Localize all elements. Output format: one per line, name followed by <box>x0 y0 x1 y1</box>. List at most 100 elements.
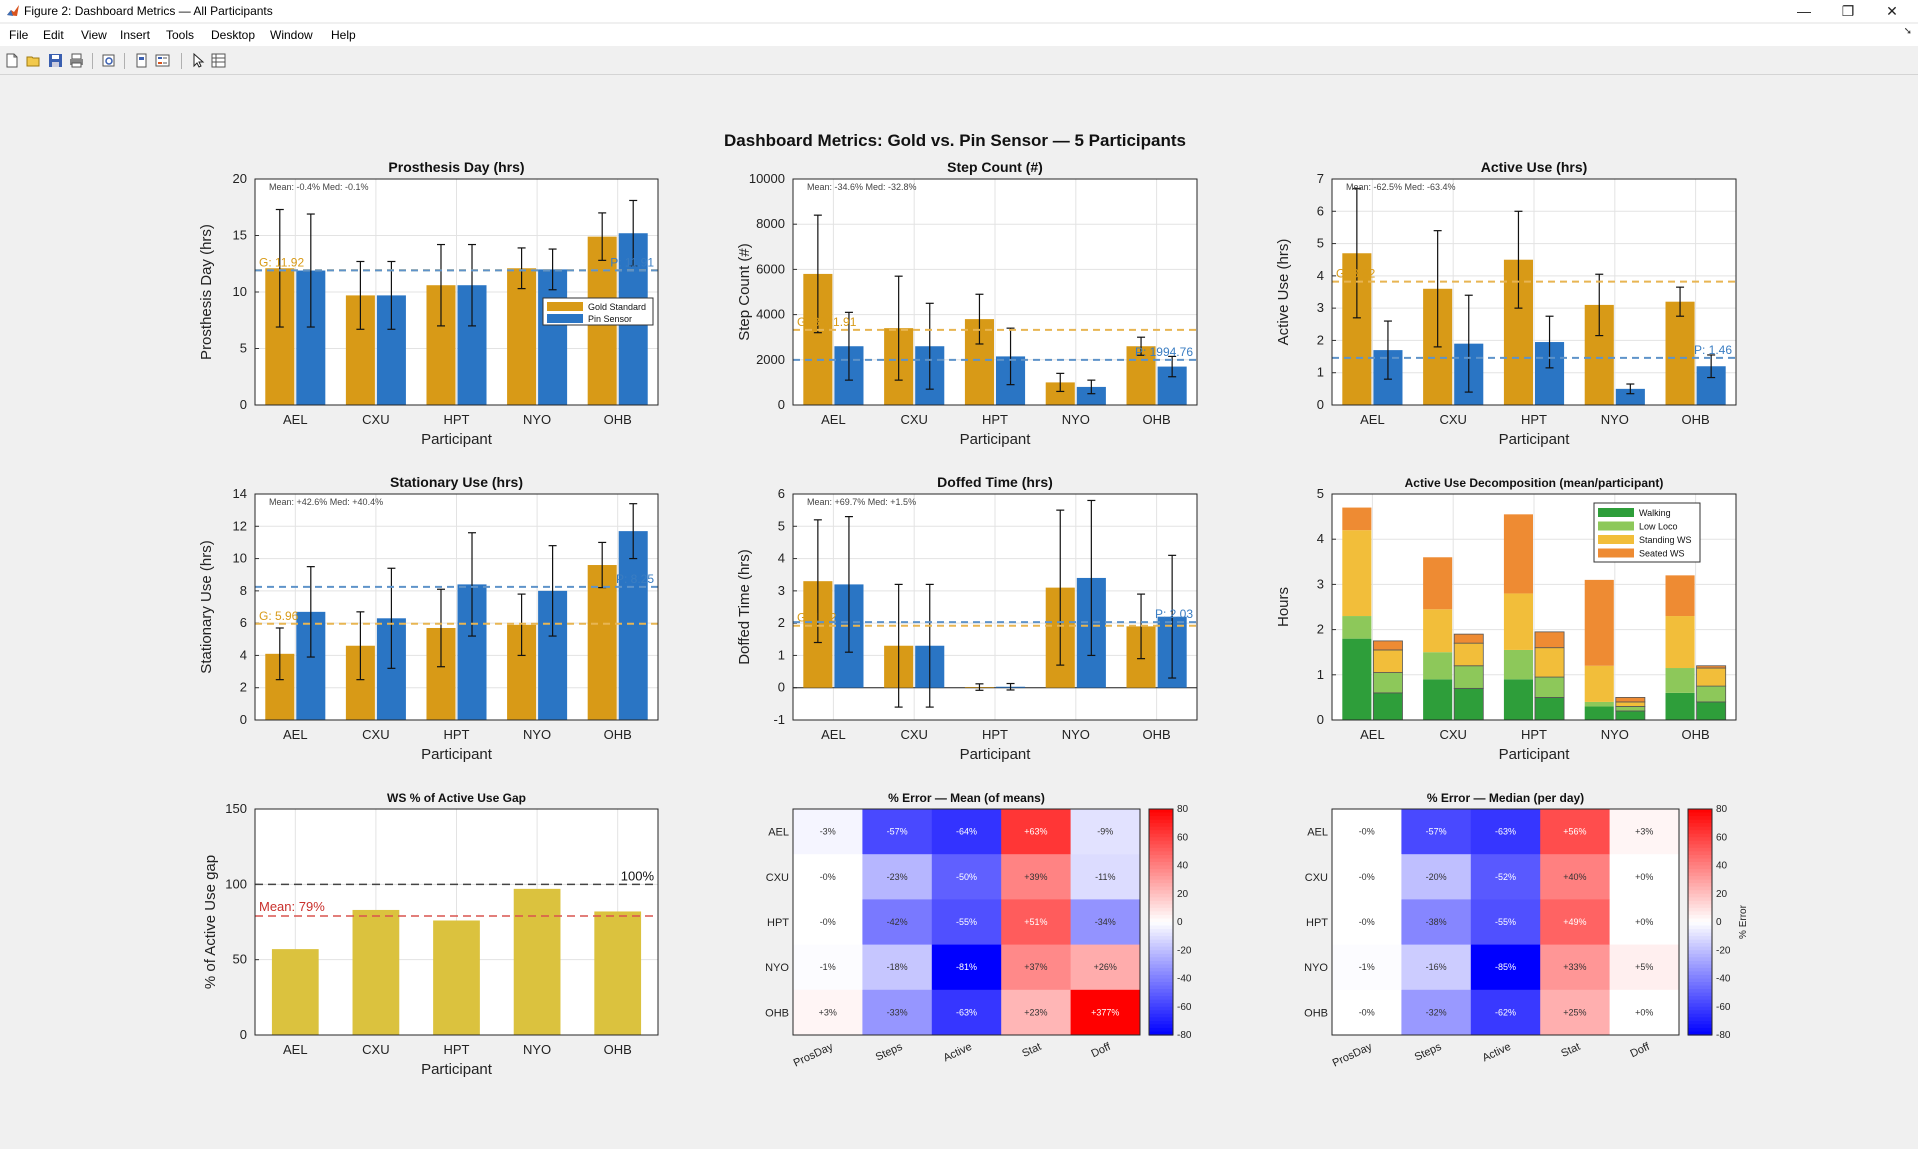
property-inspector-icon[interactable] <box>210 52 227 69</box>
y-tick-label: 6 <box>240 615 247 630</box>
stack-segment-pin <box>1534 676 1565 698</box>
figure-toolbar <box>0 48 1918 75</box>
colorbar-step <box>1688 950 1712 955</box>
x-tick-label: AEL <box>821 412 846 427</box>
stack-segment-pin <box>1534 631 1565 649</box>
ref-label-pin: P: 8.25 <box>616 572 654 586</box>
axes-box <box>1331 493 1737 721</box>
cell-label: -57% <box>1426 827 1447 837</box>
col-label: Doff <box>1089 1040 1113 1060</box>
colorbar-step <box>1149 978 1173 983</box>
cell-label: -38% <box>1426 917 1447 927</box>
stack-segment-gold <box>1423 609 1453 653</box>
print-preview-icon[interactable] <box>100 52 117 69</box>
colorbar-step <box>1149 833 1173 838</box>
x-tick-label: AEL <box>283 727 308 742</box>
axes-box <box>254 178 659 406</box>
menu-desktop[interactable]: Desktop <box>211 28 256 42</box>
menu-edit[interactable]: Edit <box>43 28 64 42</box>
bar-gold <box>1126 346 1156 405</box>
bar-ws <box>513 888 561 1035</box>
colorbar-step <box>1688 879 1712 884</box>
stack-segment-gold <box>1665 668 1695 693</box>
heatmap-cell <box>1070 854 1141 900</box>
colorbar-step <box>1149 872 1173 877</box>
pointer-icon[interactable] <box>189 52 206 69</box>
colorbar-step <box>1149 907 1173 913</box>
ref-label-pin: P: 11.91 <box>610 255 654 269</box>
y-tick-label: 2 <box>1317 622 1324 637</box>
menu-tools[interactable]: Tools <box>166 28 195 42</box>
ref-label-gold: G: 3.82 <box>1336 267 1376 281</box>
heatmap-cell <box>793 989 863 1036</box>
stack-segment-gold <box>1584 701 1614 707</box>
col-label: ProsDay <box>1331 1041 1375 1070</box>
new-figure-icon[interactable] <box>4 52 21 69</box>
x-tick-label: CXU <box>1439 727 1466 742</box>
colorbar-step <box>1688 851 1712 856</box>
menu-window[interactable]: Window <box>270 28 313 42</box>
colorbar-tick: 60 <box>1177 832 1189 843</box>
y-tick-label: 4 <box>1317 268 1324 283</box>
chart-0: 0 5 10 15 20 AEL CXU HPT NYO OHB Prosthesis Day (h… <box>198 159 659 448</box>
figure-title: Dashboard Metrics: Gold vs. Pin Sensor —… <box>724 131 1186 150</box>
stack-segment-gold <box>1665 692 1695 720</box>
colorbar-step <box>1688 1020 1712 1026</box>
heatmap-cell <box>1609 899 1680 946</box>
legend-swatch <box>547 314 583 323</box>
colorbar-step <box>1149 812 1173 817</box>
heatmap-cell <box>1609 854 1680 900</box>
link-plot-icon[interactable] <box>133 52 150 69</box>
menu-file[interactable]: File <box>9 28 29 42</box>
colorbar-step <box>1149 900 1173 905</box>
y-tick-label: 4 <box>240 647 247 662</box>
col-label: Active <box>1481 1041 1513 1065</box>
menu-insert[interactable]: Insert <box>120 28 151 42</box>
colorbar-step <box>1149 883 1173 888</box>
heatmap-cell <box>1540 944 1611 991</box>
toolbar-separator <box>181 53 182 69</box>
cell-label: -1% <box>1359 962 1375 972</box>
menu-bar: File Edit View Insert Tools Desktop Wind… <box>0 24 1918 46</box>
y-tick-label: 5 <box>778 518 785 533</box>
x-tick-label: HPT <box>444 1042 470 1057</box>
maximize-button[interactable]: ❐ <box>1841 3 1855 19</box>
menu-help[interactable]: Help <box>331 28 356 42</box>
heatmap-cell <box>1609 989 1680 1036</box>
heatmap-cell <box>1401 899 1472 946</box>
save-icon[interactable] <box>47 52 64 69</box>
colorbar-step <box>1688 932 1712 937</box>
insert-legend-icon[interactable] <box>154 52 171 69</box>
axes-box <box>254 808 659 1036</box>
cell-label: -34% <box>1095 917 1116 927</box>
menu-view[interactable]: View <box>81 28 107 42</box>
x-tick-label: OHB <box>604 1042 632 1057</box>
colorbar-tick: -60 <box>1716 1002 1731 1013</box>
y-tick-label: 2 <box>1317 332 1324 347</box>
dock-arrow-icon[interactable]: ➘ <box>1903 26 1912 37</box>
y-tick-label: 5 <box>1317 486 1324 501</box>
chart-3: 0 2 4 6 8 10 12 14 AEL CXU HPT NYO OHB Stationary Use… <box>198 474 659 763</box>
y-tick-label: 1 <box>778 647 785 662</box>
colorbar-step <box>1149 819 1173 824</box>
close-button[interactable]: ✕ <box>1886 3 1898 19</box>
colorbar-step <box>1149 816 1173 821</box>
cell-label: +63% <box>1024 827 1047 837</box>
bar-pin <box>1615 388 1645 405</box>
cell-label: -55% <box>956 917 977 927</box>
colorbar-step <box>1149 1003 1173 1008</box>
colorbar-step <box>1149 939 1173 944</box>
stack-segment-pin <box>1373 692 1403 721</box>
colorbar-step <box>1688 844 1712 849</box>
open-file-icon[interactable] <box>25 52 42 69</box>
cell-label: -0% <box>820 872 836 882</box>
y-tick-label: 15 <box>233 228 247 243</box>
colorbar-step <box>1688 964 1712 969</box>
cell-label: -63% <box>956 1007 977 1017</box>
heatmap-cell <box>1332 899 1402 946</box>
print-icon[interactable] <box>68 52 85 69</box>
minimize-button[interactable]: — <box>1797 3 1811 19</box>
colorbar-step <box>1149 869 1173 874</box>
heatmap-cell <box>1540 854 1611 900</box>
stack-segment-pin <box>1373 649 1403 673</box>
